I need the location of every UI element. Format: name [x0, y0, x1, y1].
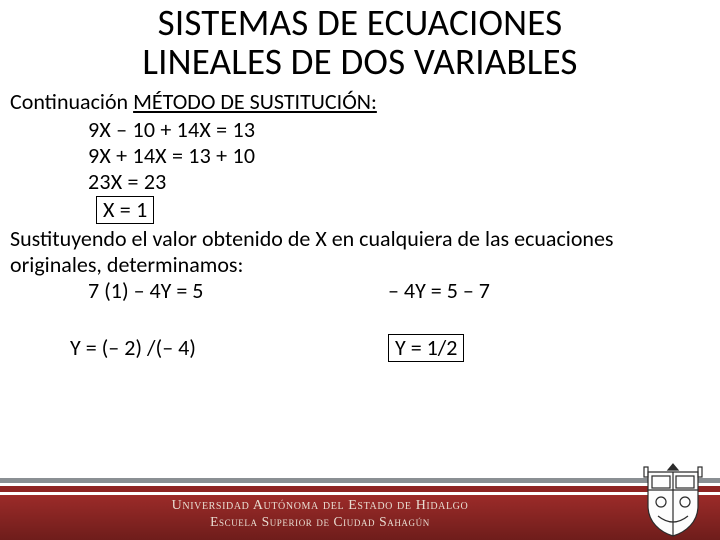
equation-line-3: 23X = 23	[88, 169, 710, 195]
university-crest-icon	[640, 462, 706, 538]
equation-row-1-left: 7 (1) – 4Y = 5	[10, 277, 388, 304]
equation-line-2: 9X + 14X = 13 + 10	[88, 143, 710, 169]
equation-row-1: 7 (1) – 4Y = 5 – 4Y = 5 – 7	[10, 277, 710, 304]
footer-line-1: Universidad Autónoma del Estado de Hidal…	[0, 498, 640, 514]
equation-line-1: 9X – 10 + 14X = 13	[88, 117, 710, 143]
slide: SISTEMAS DE ECUACIONES LINEALES DE DOS V…	[0, 0, 720, 540]
equation-row-2-left: Y = (– 2) /(– 4)	[10, 334, 388, 362]
spacer	[10, 304, 710, 334]
page-title: SISTEMAS DE ECUACIONES LINEALES DE DOS V…	[10, 4, 710, 82]
subtitle-prefix: Continuación	[10, 88, 133, 115]
equation-line-4: X = 1	[96, 196, 710, 224]
subtitle-underlined: MÉTODO DE SUSTITUCIÓN:	[133, 88, 377, 115]
boxed-result-y: Y = 1/2	[388, 334, 464, 362]
explanation-paragraph: Sustituyendo el valor obtenido de X en c…	[10, 226, 710, 277]
title-line-2: LINEALES DE DOS VARIABLES	[142, 39, 577, 84]
footer-line-2: Escuela Superior de Ciudad Sahagún	[0, 514, 640, 530]
equation-row-2: Y = (– 2) /(– 4) Y = 1/2	[10, 334, 710, 362]
section-subtitle: Continuación MÉTODO DE SUSTITUCIÓN:	[10, 88, 710, 115]
footer-bar: Universidad Autónoma del Estado de Hidal…	[0, 478, 720, 540]
equation-row-2-right: Y = 1/2	[388, 334, 710, 362]
footer-text-block: Universidad Autónoma del Estado de Hidal…	[0, 498, 640, 530]
boxed-result-x: X = 1	[96, 196, 154, 224]
equation-row-1-right: – 4Y = 5 – 7	[388, 277, 710, 304]
